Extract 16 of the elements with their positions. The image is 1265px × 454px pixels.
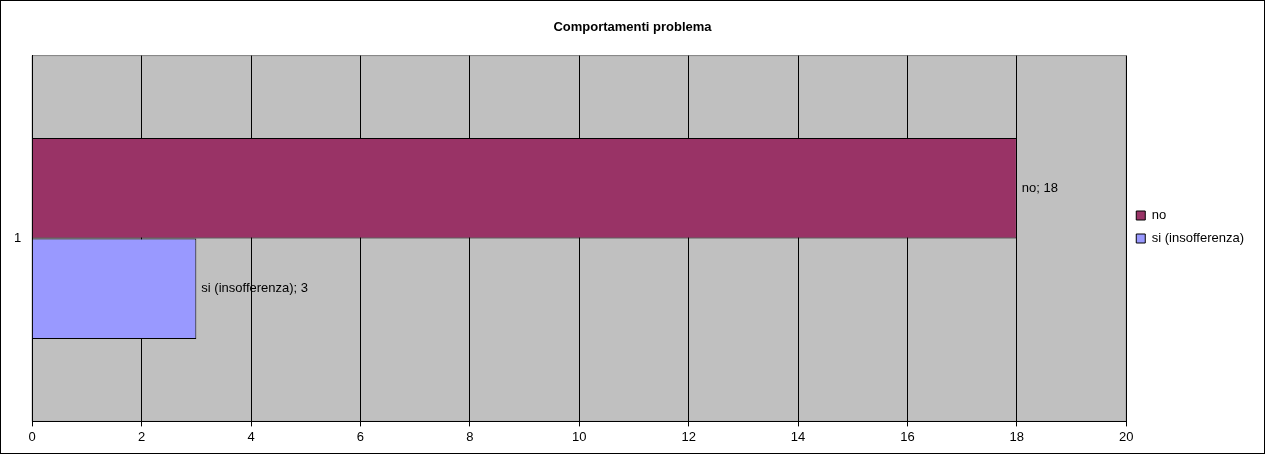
x-tick-label: 6 [356,428,365,444]
legend-label: no [1151,207,1167,223]
x-tick-label: 14 [790,428,806,444]
x-tick-label: 4 [247,428,255,444]
x-tick-label: 16 [900,428,915,444]
legend-label: si (insofferenza) [1151,230,1245,246]
y-tick-label: 1 [14,230,22,246]
x-tick-label: 0 [28,428,36,444]
x-tick-label: 8 [466,428,474,444]
x-tick-label: 2 [138,428,146,444]
x-tick-label: 20 [1119,428,1134,444]
x-tick-label: 12 [681,428,696,444]
x-tick-label: 18 [1009,428,1025,444]
x-tick-label: 10 [572,428,587,444]
chart-title: Comportamenti problema [553,19,713,35]
data-label: no; 18 [1021,179,1059,195]
